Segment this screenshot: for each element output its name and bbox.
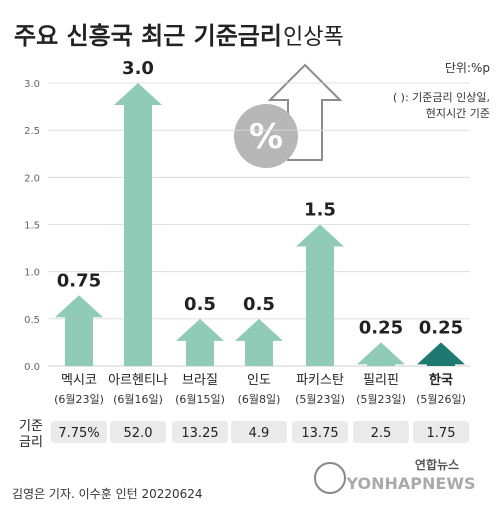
percent-circle xyxy=(234,104,298,168)
category-label: 인도 xyxy=(247,373,271,388)
y-tick-label: 0.5 xyxy=(24,315,40,326)
rate-cell xyxy=(51,421,107,443)
value-label: 0.25 xyxy=(359,317,403,338)
yonhap-logo: 연합뉴스 YONHAPNEWS xyxy=(314,457,476,494)
value-label: 0.5 xyxy=(243,294,275,315)
category-label: 한국 xyxy=(429,372,453,388)
note-line-2: 현지시간 기준 xyxy=(426,107,490,120)
unit-label: 단위:%p xyxy=(445,61,490,75)
y-tick-label: 1.0 xyxy=(24,268,40,279)
rate-cell xyxy=(292,421,348,443)
date-label: (6월15일) xyxy=(175,392,225,406)
value-label: 0.25 xyxy=(419,317,463,338)
logo-sub-text: YONHAPNEWS xyxy=(346,474,476,493)
rate-cell xyxy=(353,421,409,443)
y-tick-label: 2.5 xyxy=(24,126,40,137)
date-label: (5월23일) xyxy=(356,392,406,406)
credit-text: 김영은 기자. 이수훈 인턴 20220624 xyxy=(12,487,203,501)
rate-value: 4.9 xyxy=(249,426,270,441)
date-label: (6월16일) xyxy=(113,392,163,406)
value-label: 0.5 xyxy=(184,294,216,315)
logo-mark xyxy=(314,462,346,494)
date-label: (5월23일) xyxy=(295,392,345,406)
category-label: 파키스탄 xyxy=(296,373,344,388)
rate-value: 52.0 xyxy=(124,426,153,441)
rate-value: 2.5 xyxy=(371,426,392,441)
category-label: 아르헨티나 xyxy=(108,373,168,388)
category-label: 멕시코 xyxy=(61,373,97,388)
y-tick-label: 3.0 xyxy=(24,79,40,90)
note-line-1: ( ): 기준금리 인상일, xyxy=(393,90,490,104)
logo-text: 연합뉴스 xyxy=(415,457,459,472)
category-label: 브라질 xyxy=(182,373,218,388)
y-tick-label: 2.0 xyxy=(24,173,40,184)
rate-cell xyxy=(110,421,166,443)
chart-title: 주요 신흥국 최근 기준금리 xyxy=(14,22,282,50)
bar-arrow xyxy=(114,83,162,366)
value-label: 0.75 xyxy=(57,270,101,291)
bar-arrow xyxy=(357,342,405,366)
value-label: 1.5 xyxy=(304,200,336,221)
rate-value: 1.75 xyxy=(427,426,456,441)
value-label: 3.0 xyxy=(122,58,154,79)
bar-arrow xyxy=(235,318,283,366)
bar-arrow xyxy=(417,342,465,366)
rate-cell xyxy=(231,421,287,443)
rate-value: 13.75 xyxy=(301,426,338,441)
date-label: (5월26일) xyxy=(416,392,466,406)
rate-cell xyxy=(172,421,228,443)
chart-subtitle: 인상폭 xyxy=(283,25,344,50)
bar-arrow xyxy=(296,224,344,366)
date-label: (6월8일) xyxy=(238,392,281,406)
rate-label-2: 금리 xyxy=(19,435,43,450)
rate-value: 7.75% xyxy=(58,426,99,441)
y-tick-label: 1.5 xyxy=(24,221,40,232)
percent-symbol: % xyxy=(249,117,283,157)
category-label: 필리핀 xyxy=(363,373,399,388)
date-label: (6월23일) xyxy=(54,392,104,406)
y-tick-label: 0.0 xyxy=(24,362,40,373)
rate-cell xyxy=(413,421,469,443)
rate-label-1: 기준 xyxy=(19,419,43,434)
bar-arrow xyxy=(176,318,224,366)
percent-up-icon: % xyxy=(234,63,343,168)
rate-value: 13.25 xyxy=(181,426,218,441)
bar-arrow xyxy=(55,295,103,366)
